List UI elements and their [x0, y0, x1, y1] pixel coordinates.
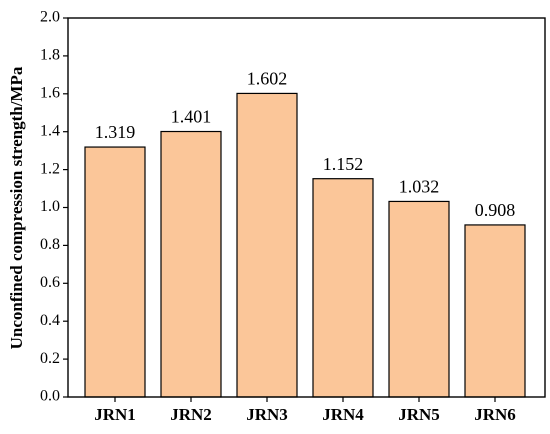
y-tick-label: 1.4: [40, 122, 60, 139]
bar: [464, 224, 526, 398]
y-tick-label: 0.6: [40, 274, 60, 291]
y-tick-label: 0.4: [40, 312, 60, 329]
value-label: 1.602: [247, 69, 288, 89]
bar: [84, 146, 146, 398]
y-tick-label: 1.0: [40, 198, 60, 215]
x-tick-label: JRN1: [94, 405, 136, 424]
value-label: 0.908: [475, 200, 516, 220]
value-label: 1.032: [399, 177, 440, 197]
bar: [388, 200, 450, 398]
x-tick-label: JRN5: [398, 405, 440, 424]
value-label: 1.401: [171, 107, 212, 127]
y-tick-label: 1.2: [40, 160, 60, 177]
y-tick-label: 0.2: [40, 350, 60, 367]
x-tick-label: JRN2: [170, 405, 212, 424]
y-axis-label: Unconfined compression strength/MPa: [7, 66, 26, 349]
y-tick-label: 0.8: [40, 236, 60, 253]
plot-frame: [67, 17, 546, 398]
x-tick-label: JRN3: [246, 405, 288, 424]
y-tick-label: 1.8: [40, 47, 60, 64]
x-tick-label: JRN6: [474, 405, 516, 424]
y-tick-label: 2.0: [40, 9, 60, 26]
value-label: 1.152: [323, 154, 364, 174]
y-tick-label: 0.0: [40, 388, 60, 405]
y-tick-label: 1.6: [40, 84, 60, 101]
value-label: 1.319: [95, 122, 136, 142]
bar: [236, 92, 298, 398]
x-tick-label: JRN4: [322, 405, 364, 424]
bar: [160, 130, 222, 398]
bar: [312, 178, 374, 398]
